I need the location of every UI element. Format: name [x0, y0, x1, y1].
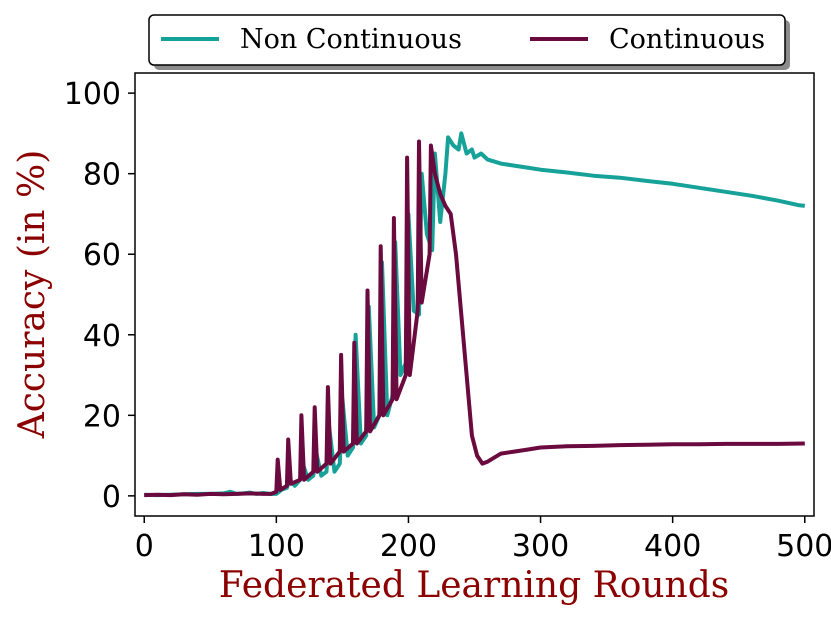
y-tick-label: 100 [64, 77, 121, 112]
x-tick-label: 500 [776, 529, 831, 564]
plot-frame [134, 72, 815, 517]
x-tick-label: 300 [512, 529, 569, 564]
plot-layer [144, 131, 806, 498]
y-tick-label: 60 [83, 238, 121, 273]
y-axis-title: Accuracy (in %) [12, 150, 53, 440]
y-tick-label: 80 [83, 158, 121, 193]
series-line-continuous [144, 139, 805, 498]
y-tick-label: 20 [83, 399, 121, 434]
x-tick-label: 200 [380, 529, 437, 564]
x-tick-label: 0 [135, 529, 154, 564]
x-tick-label: 400 [644, 529, 701, 564]
legend-label-non-continuous: Non Continuous [240, 24, 462, 55]
legend-label-continuous: Continuous [609, 24, 765, 55]
legend: Non Continuous Continuous [148, 14, 790, 70]
y-tick-label: 40 [83, 319, 121, 354]
tick-layer: 0 100 200 300 400 500 0 20 40 60 80 100 [64, 77, 831, 564]
x-tick-label: 100 [248, 529, 305, 564]
legend-box [148, 14, 786, 66]
x-axis-title: Federated Learning Rounds [219, 565, 730, 606]
y-tick-label: 0 [102, 480, 121, 515]
